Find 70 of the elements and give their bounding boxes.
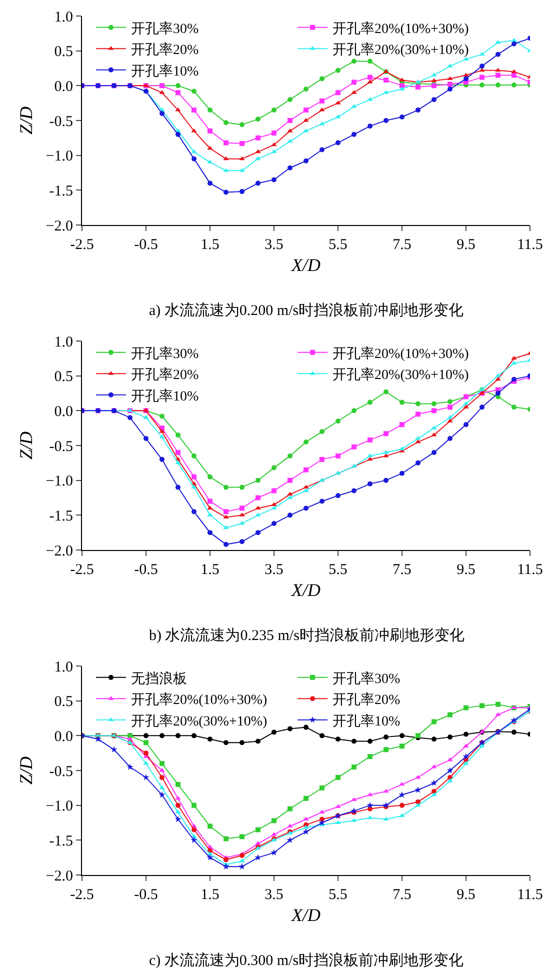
x-tick-label: 7.5 [392,237,412,253]
y-tick-label: 0.5 [54,44,73,60]
legend-label: 开孔率30% [332,670,401,687]
x-tick-label: 9.5 [456,887,476,903]
x-tick-label: 1.5 [200,237,220,253]
legend-label: 无挡浪板 [130,670,187,687]
x-tick-label: 3.5 [264,237,284,253]
x-tick-label: 3.5 [264,887,284,903]
y-tick-label: -0.5 [49,764,73,780]
x-tick-label: 5.5 [328,237,348,253]
x-tick-label: 1.5 [200,562,220,578]
x-tick-label: 7.5 [392,887,412,903]
x-tick-label: -2.5 [70,237,94,253]
y-tick-label: -1.5 [49,183,73,200]
x-axis-title: X/D [290,905,320,926]
legend-label: 开孔率30% [130,20,199,37]
x-tick-label: 11.5 [517,237,543,253]
y-tick-label: −2.0 [46,218,73,234]
text: c) 水流流速为0.300 m/s时挡浪板前冲刷地形变化 [149,952,464,969]
x-tick-label: 7.5 [392,562,412,578]
y-tick-label: 0.0 [54,728,73,745]
x-axis-title: X/D [290,255,320,276]
legend-label: 开孔率20% [130,367,199,384]
x-tick-label: 11.5 [517,887,543,903]
legend-label: 开孔率20% [332,692,401,708]
x-tick-label: 11.5 [517,562,543,578]
x-tick-label: 3.5 [264,562,284,578]
legend-label: 开孔率30% [130,346,199,362]
legend-label: 开孔率20% [130,42,199,58]
x-tick-label: -0.5 [134,237,158,253]
x-tick-label: -2.5 [70,562,94,578]
y-tick-label: -1.5 [49,833,73,850]
y-tick-label: 1.0 [54,334,73,350]
y-tick-label: -1.5 [49,508,73,524]
y-tick-label: 1.0 [54,9,73,26]
legend-label: 开孔率20%(10%+30%) [130,692,268,708]
x-tick-label: 1.5 [200,887,220,903]
y-tick-label: −1.0 [46,474,73,490]
legend-label: 开孔率20%(10%+30%) [332,346,470,362]
legend-label: 开孔率10% [130,388,199,404]
x-tick-label: 9.5 [456,237,476,253]
legend-label: 开孔率20%(30%+10%) [332,42,470,58]
y-tick-label: 1.0 [54,659,73,676]
x-tick-label: 9.5 [456,562,476,578]
y-tick-label: −2.0 [46,868,73,884]
y-tick-label: −2.0 [46,543,73,560]
x-tick-label: -0.5 [134,562,158,578]
y-tick-label: 0.0 [54,78,73,95]
y-axis-title: Z/D [16,106,36,135]
y-tick-label: 0.5 [54,694,73,710]
y-tick-label: −1.0 [46,148,73,165]
y-axis-title: Z/D [16,431,36,460]
x-tick-label: 5.5 [328,887,348,903]
text: a) 水流流速为0.200 m/s时挡浪板前冲刷地形变化 [149,302,464,319]
text: b) 水流流速为0.235 m/s时挡浪板前冲刷地形变化 [149,627,464,644]
y-tick-label: 0.5 [54,369,73,386]
y-tick-label: 0.0 [54,404,73,420]
legend-label: 开孔率10% [130,63,199,80]
y-tick-label: -0.5 [49,438,73,455]
legend-label: 开孔率20%(30%+10%) [130,713,268,730]
x-tick-label: -0.5 [134,887,158,903]
x-tick-label: -2.5 [70,887,94,903]
y-tick-label: -0.5 [49,114,73,130]
legend-label: 开孔率10% [332,713,401,730]
legend-label: 开孔率20%(10%+30%) [332,20,470,37]
x-tick-label: 5.5 [328,562,348,578]
y-axis-title: Z/D [16,756,36,785]
x-axis-title: X/D [290,580,320,600]
y-tick-label: −1.0 [46,798,73,815]
legend-label: 开孔率20%(30%+10%) [332,367,470,384]
